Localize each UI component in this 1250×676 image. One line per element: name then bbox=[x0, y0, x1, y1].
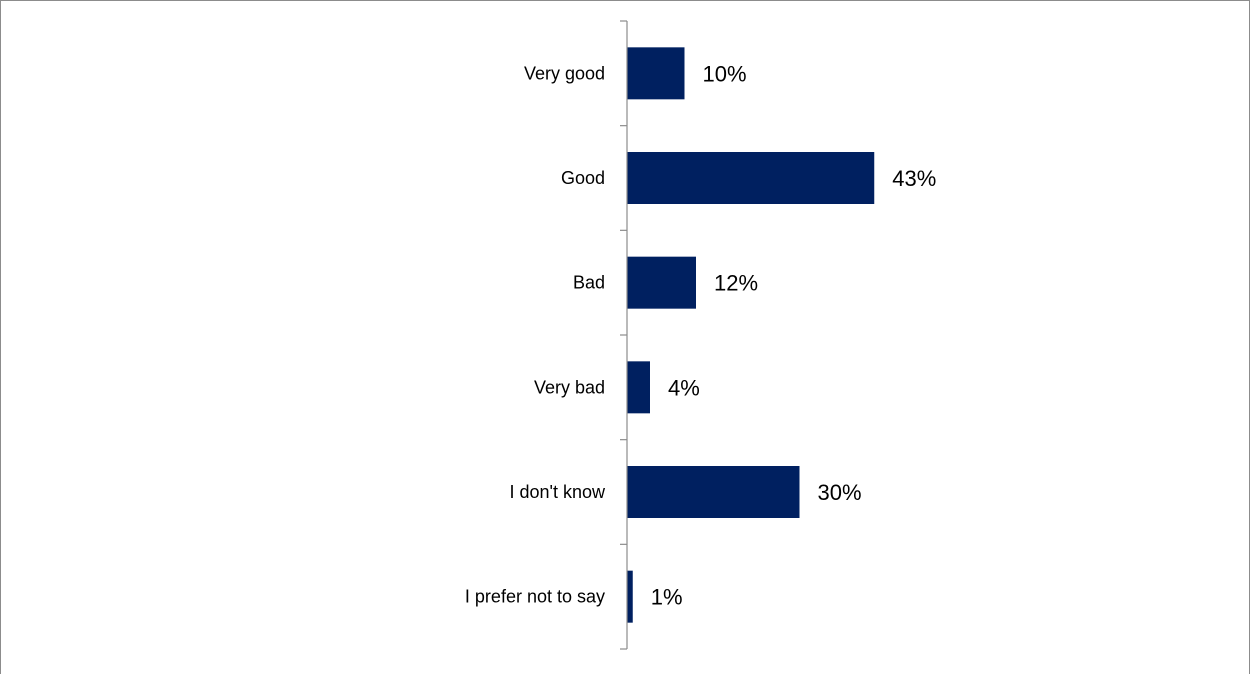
bar-0 bbox=[627, 47, 685, 100]
data-label: 10% bbox=[703, 61, 747, 86]
bar-3 bbox=[627, 361, 650, 414]
category-label: I don't know bbox=[510, 482, 606, 502]
category-axis bbox=[620, 20, 628, 650]
bar-5 bbox=[627, 570, 633, 623]
category-label: I prefer not to say bbox=[465, 587, 605, 607]
bar-1 bbox=[627, 152, 875, 204]
bar-2 bbox=[627, 256, 696, 309]
data-label: 43% bbox=[892, 166, 936, 191]
category-label: Very good bbox=[524, 63, 605, 83]
data-label: 4% bbox=[668, 375, 700, 400]
category-label: Good bbox=[561, 168, 605, 188]
data-label: 1% bbox=[651, 585, 683, 610]
data-label: 12% bbox=[714, 271, 758, 296]
labels-layer: Very good 10% Good 43% Bad 12% Very bad 4% I don… bbox=[465, 61, 936, 609]
bar-4 bbox=[627, 466, 800, 518]
category-label: Very bad bbox=[534, 377, 605, 397]
category-label: Bad bbox=[573, 273, 605, 293]
bars-layer bbox=[627, 47, 875, 623]
data-label: 30% bbox=[818, 480, 862, 505]
